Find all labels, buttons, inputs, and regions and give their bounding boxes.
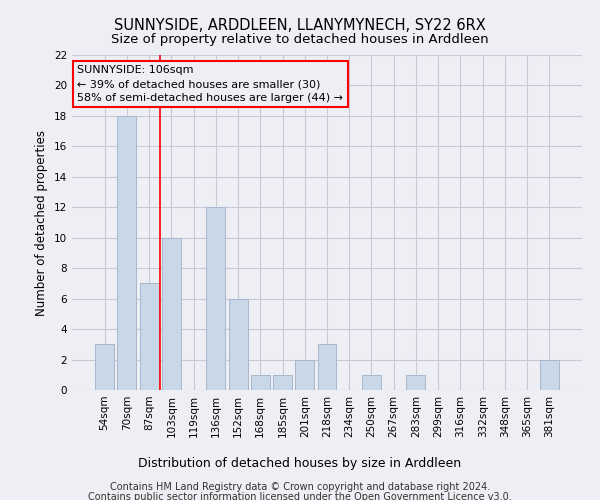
Text: Contains public sector information licensed under the Open Government Licence v3: Contains public sector information licen… [88,492,512,500]
Text: Distribution of detached houses by size in Arddleen: Distribution of detached houses by size … [139,458,461,470]
Text: SUNNYSIDE, ARDDLEEN, LLANYMYNECH, SY22 6RX: SUNNYSIDE, ARDDLEEN, LLANYMYNECH, SY22 6… [114,18,486,32]
Bar [206,208,225,390]
Bar [273,375,292,390]
Bar [317,344,337,390]
Bar [95,344,114,390]
Bar [406,375,425,390]
Y-axis label: Number of detached properties: Number of detached properties [35,130,49,316]
Bar [540,360,559,390]
Text: SUNNYSIDE: 106sqm
← 39% of detached houses are smaller (30)
58% of semi-detached: SUNNYSIDE: 106sqm ← 39% of detached hous… [77,65,343,103]
Bar [140,284,158,390]
Bar [251,375,270,390]
Text: Size of property relative to detached houses in Arddleen: Size of property relative to detached ho… [111,32,489,46]
Text: Contains HM Land Registry data © Crown copyright and database right 2024.: Contains HM Land Registry data © Crown c… [110,482,490,492]
Bar [118,116,136,390]
Bar [229,298,248,390]
Bar [162,238,181,390]
Bar [295,360,314,390]
Bar [362,375,381,390]
